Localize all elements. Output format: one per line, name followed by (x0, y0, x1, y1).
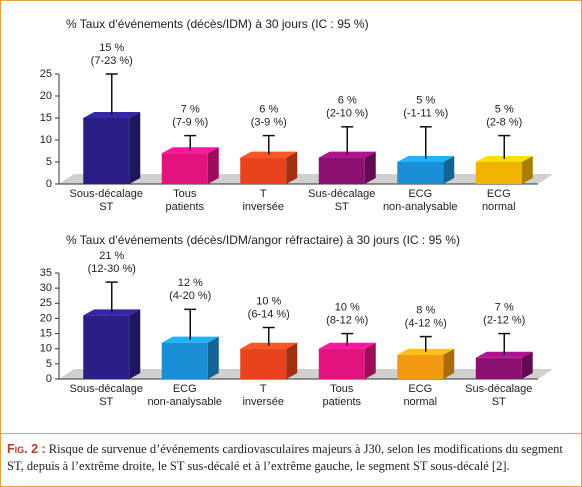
interval-label: (2-12 %) (483, 314, 525, 326)
bar-side (443, 156, 455, 184)
interval-label: (4-20 %) (169, 290, 211, 302)
interval-label: (7-9 %) (172, 117, 208, 129)
y-tick-label: 35 (40, 267, 52, 279)
bar (161, 153, 208, 184)
interval-label: (4-12 %) (405, 318, 447, 330)
value-label: 10 % (335, 301, 360, 313)
value-label: 6 % (338, 95, 357, 107)
caption-label: Fig. 2 : (7, 442, 46, 456)
value-label: 21 % (99, 250, 124, 262)
bar-side (521, 156, 533, 184)
bar-side (207, 336, 219, 379)
y-tick-label: 25 (40, 297, 52, 309)
x-tick-label: T inversée (242, 188, 285, 213)
x-tick-label: Sus-décalage ST (308, 188, 376, 213)
bar (240, 348, 287, 379)
x-tick-label: Tous patients (322, 383, 362, 408)
x-tick-label: Sous-décalage ST (69, 188, 143, 213)
bar (318, 348, 365, 379)
bar (318, 157, 365, 184)
bar (397, 162, 444, 184)
value-label: 8 % (416, 305, 435, 317)
bar (397, 354, 444, 379)
value-label: 10 % (256, 295, 281, 307)
chart-frame (1, 1, 581, 434)
y-tick-label: 20 (40, 90, 52, 102)
bar (475, 162, 522, 184)
value-label: 5 % (416, 95, 435, 107)
bar-side (207, 147, 219, 184)
x-tick-label: Sous-décalage ST (69, 383, 143, 408)
bar-side (286, 342, 298, 379)
x-tick-label: T inversée (242, 383, 285, 408)
x-tick-label: ECG non-analysable (382, 188, 458, 213)
x-tick-label: ECG normal (481, 188, 516, 213)
bar (83, 315, 130, 379)
value-label: 7 % (495, 301, 514, 313)
y-tick-label: 10 (40, 134, 52, 146)
interval-label: (6-14 %) (248, 308, 290, 320)
bar (83, 118, 130, 184)
y-tick-label: 20 (40, 312, 52, 324)
y-tick-label: 5 (46, 156, 52, 168)
caption: Fig. 2 : Risque de survenue d’événements… (7, 441, 575, 475)
bar-side (364, 151, 376, 184)
value-label: 12 % (178, 277, 203, 289)
bar-side (286, 151, 298, 184)
y-tick-label: 10 (40, 343, 52, 355)
x-tick-label: Tous patients (165, 188, 205, 213)
value-label: 6 % (259, 104, 278, 116)
y-tick-label: 0 (46, 178, 52, 190)
bar (240, 157, 287, 184)
value-label: 15 % (99, 42, 124, 54)
bar-side (443, 348, 455, 379)
interval-label: (8-12 %) (326, 314, 368, 326)
bar-side (364, 342, 376, 379)
y-tick-label: 15 (40, 112, 52, 124)
interval-label: (3-9 %) (251, 117, 287, 129)
y-tick-label: 15 (40, 327, 52, 339)
caption-text: Risque de survenue d’événements cardiova… (7, 442, 563, 473)
chart-title: % Taux d’événements (décès/IDM) à 30 jou… (66, 17, 369, 31)
x-tick-label: ECG normal (403, 383, 438, 408)
bar-side (129, 309, 141, 379)
interval-label: (2-10 %) (326, 108, 368, 120)
y-tick-label: 30 (40, 282, 52, 294)
x-tick-label: Sus-décalage ST (465, 383, 533, 408)
bar (475, 357, 522, 379)
y-tick-label: 0 (46, 373, 52, 385)
bar-side (129, 112, 141, 184)
value-label: 5 % (495, 104, 514, 116)
bar-side (521, 351, 533, 379)
interval-label: (7-23 %) (91, 55, 133, 67)
y-tick-label: 5 (46, 358, 52, 370)
chart-title: % Taux d’événements (décès/IDM/angor réf… (66, 233, 460, 247)
value-label: 7 % (181, 104, 200, 116)
interval-label: (12-30 %) (88, 263, 136, 275)
bar (161, 342, 208, 379)
interval-label: (2-8 %) (486, 117, 522, 129)
interval-label: (-1-11 %) (403, 108, 448, 120)
y-tick-label: 25 (40, 68, 52, 80)
x-tick-label: ECG non-analysable (147, 383, 223, 408)
